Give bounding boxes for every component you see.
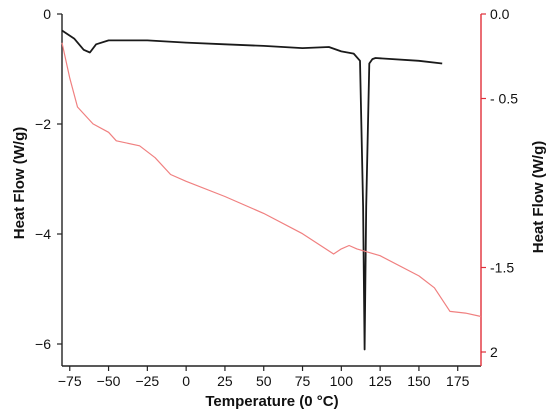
x-tick-label: −25	[135, 373, 159, 389]
left-axis-series-line	[61, 29, 443, 351]
x-tick-label: 125	[368, 373, 392, 389]
x-tick-label: −75	[58, 373, 82, 389]
right-y-tick-label: 2	[490, 344, 498, 360]
plot-frame	[61, 14, 482, 367]
x-tick-label: 25	[217, 373, 233, 389]
x-tick-label: −50	[97, 373, 121, 389]
right-y-tick-label: - 0.5	[490, 91, 518, 107]
x-tick-label: 175	[446, 373, 470, 389]
x-tick-label: 0	[182, 373, 190, 389]
right-y-axis-ticks: 0.0 - 0.5 -1.5 2	[481, 6, 518, 360]
x-tick-label: 75	[295, 373, 311, 389]
x-axis-title: Temperature (0 °C)	[205, 393, 338, 410]
x-tick-label: 100	[330, 373, 354, 389]
left-y-tick-label: −2	[35, 116, 51, 132]
x-axis-ticks: −75 −50 −25 0 25 50 75 100 125 150 175	[58, 366, 470, 389]
right-y-tick-label: -1.5	[490, 260, 514, 276]
left-y-tick-label: −4	[35, 226, 51, 242]
x-tick-label: 150	[407, 373, 431, 389]
left-y-tick-label: 0	[43, 6, 51, 22]
right-axis-series-line	[61, 42, 482, 318]
left-y-axis-title: Heat Flow (W/g)	[11, 127, 28, 240]
left-y-axis-ticks: 0 −2 −4 −6	[35, 6, 62, 352]
series-layer	[61, 29, 482, 351]
right-y-axis-title: Heat Flow (W/g)	[530, 141, 547, 254]
x-tick-label: 50	[256, 373, 272, 389]
left-y-tick-label: −6	[35, 336, 51, 352]
right-y-tick-label: 0.0	[490, 6, 510, 22]
